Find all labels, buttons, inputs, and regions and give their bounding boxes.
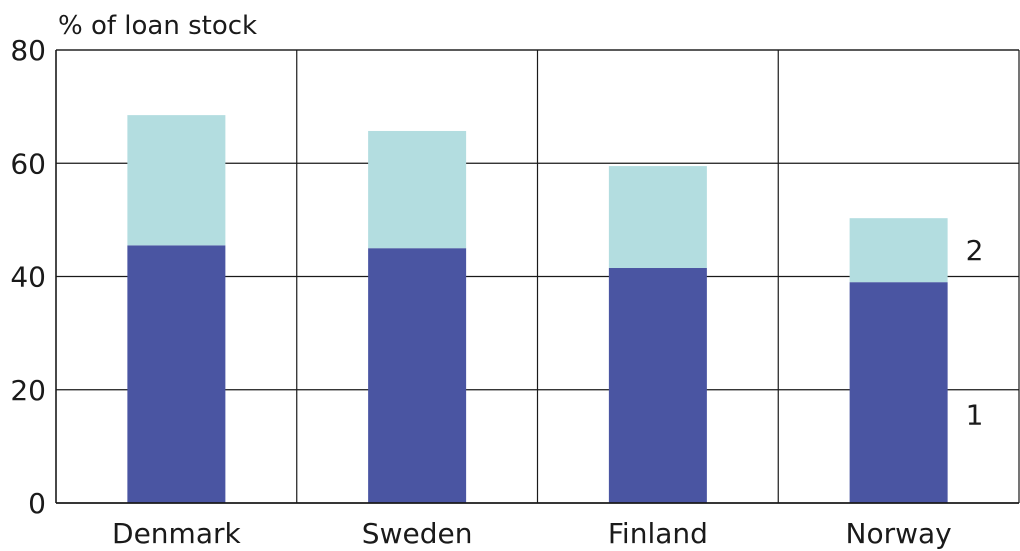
x-category-label: Sweden — [362, 517, 473, 550]
x-category-label: Norway — [846, 517, 952, 550]
bar-finland-series-2 — [608, 166, 707, 269]
bar-finland-series-1 — [608, 268, 707, 503]
bar-denmark-series-1 — [127, 245, 226, 503]
plot-frame — [55, 49, 1020, 504]
series-label-2: 2 — [966, 234, 984, 267]
series-labels: 12 — [966, 234, 984, 431]
bar-norway-series-1 — [849, 282, 948, 503]
y-tick-label: 60 — [10, 147, 46, 180]
y-tick-label: 80 — [10, 34, 46, 67]
y-tick-label: 20 — [10, 374, 46, 407]
y-axis-ticks: 0 20 40 60 80 — [10, 34, 46, 520]
x-axis-labels: Denmark Sweden Finland Norway — [112, 517, 952, 550]
bar-denmark-series-2 — [127, 115, 226, 246]
bars — [127, 115, 948, 503]
bar-sweden-series-1 — [368, 248, 467, 503]
bar-norway-series-2 — [849, 218, 948, 283]
y-tick-label: 0 — [28, 487, 46, 520]
y-tick-label: 40 — [10, 261, 46, 294]
x-category-label: Finland — [608, 517, 708, 550]
bar-sweden-series-2 — [368, 130, 467, 249]
series-label-1: 1 — [966, 399, 984, 432]
x-category-label: Denmark — [112, 517, 241, 550]
y-axis-unit-label: % of loan stock — [58, 11, 257, 41]
